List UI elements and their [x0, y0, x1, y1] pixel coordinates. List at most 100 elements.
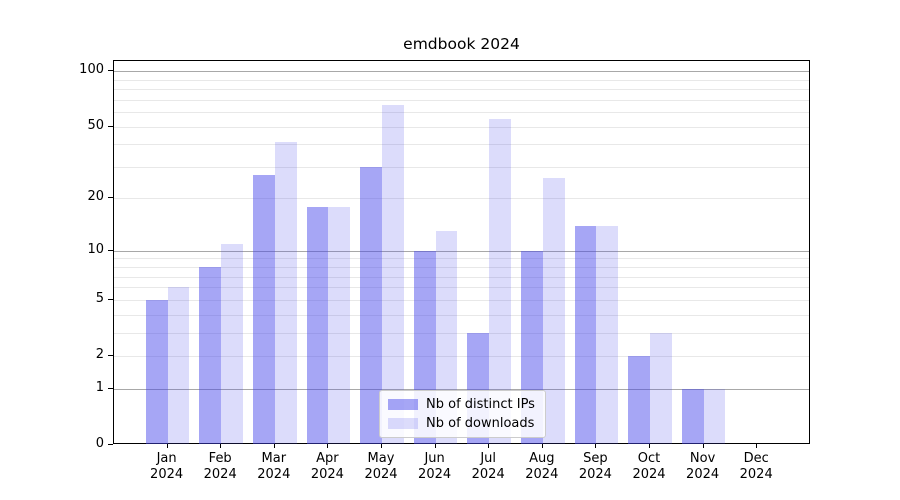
- gridline-minor: [114, 198, 809, 200]
- x-tick-feb: [220, 444, 222, 448]
- x-tick-label-dec: Dec 2024: [726, 451, 786, 482]
- legend-label: Nb of distinct IPs: [426, 397, 535, 412]
- gridline-minor: [114, 299, 809, 301]
- x-tick-jun: [434, 444, 436, 448]
- x-label-year: 2024: [203, 466, 237, 482]
- gridline-minor: [114, 266, 809, 268]
- y-tick-20: [108, 197, 113, 199]
- x-tick-label-may: May 2024: [351, 451, 411, 482]
- x-label-year: 2024: [257, 466, 291, 482]
- bar-nb-of-distinct-ips-oct: [628, 355, 650, 444]
- bar-nb-of-downloads-apr: [328, 206, 351, 444]
- gridline-decade: [114, 71, 809, 73]
- gridline-decade: [114, 388, 809, 390]
- x-label-year: 2024: [310, 466, 344, 482]
- bar-nb-of-downloads-mar: [274, 142, 297, 444]
- bar-nb-of-distinct-ips-apr: [306, 206, 329, 444]
- y-tick-5: [108, 298, 113, 300]
- x-label-year: 2024: [150, 466, 184, 482]
- y-tick-label-10: 10: [87, 241, 104, 257]
- bar-nb-of-downloads-feb: [221, 243, 243, 444]
- y-tick-2: [108, 354, 113, 356]
- gridline-minor: [114, 287, 809, 289]
- y-tick-label-20: 20: [87, 189, 104, 205]
- y-tick-label-1: 1: [95, 379, 104, 395]
- bar-nb-of-distinct-ips-mar: [253, 175, 275, 444]
- bar-nb-of-downloads-jan: [167, 287, 190, 444]
- bar-nb-of-distinct-ips-jan: [145, 299, 168, 444]
- bar-nb-of-downloads-aug: [542, 178, 565, 444]
- x-tick-dec: [756, 444, 758, 448]
- gridline-minor: [114, 166, 809, 168]
- legend-label: Nb of downloads: [426, 416, 535, 431]
- y-tick-0: [108, 443, 113, 445]
- gridline-minor: [114, 314, 809, 316]
- x-label-month: Apr: [316, 451, 339, 466]
- x-tick-label-nov: Nov 2024: [673, 451, 733, 482]
- y-tick-label-0: 0: [95, 435, 104, 451]
- legend-entry-nb-of-distinct-ips: Nb of distinct IPs: [388, 397, 537, 412]
- x-tick-label-aug: Aug 2024: [512, 451, 572, 482]
- gridline-minor: [114, 89, 809, 91]
- x-tick-label-jun: Jun 2024: [405, 451, 465, 482]
- plot-area: [113, 60, 810, 444]
- bar-nb-of-downloads-jul: [489, 119, 511, 444]
- x-tick-sep: [595, 444, 597, 448]
- legend-swatch-icon: [388, 399, 418, 410]
- x-tick-nov: [702, 444, 704, 448]
- y-tick-label-100: 100: [79, 62, 104, 78]
- gridline-minor: [114, 144, 809, 146]
- chart-title: emdbook 2024: [403, 35, 520, 53]
- x-tick-label-mar: Mar 2024: [244, 451, 304, 482]
- x-label-month: May: [367, 451, 395, 466]
- gridline-decade: [114, 250, 809, 252]
- x-tick-apr: [327, 444, 329, 448]
- x-label-year: 2024: [471, 466, 505, 482]
- x-label-year: 2024: [686, 466, 720, 482]
- x-tick-jan: [166, 444, 168, 448]
- y-tick-1: [108, 387, 113, 389]
- x-label-month: Sep: [583, 451, 608, 466]
- gridline-minor: [114, 99, 809, 101]
- x-tick-label-oct: Oct 2024: [619, 451, 679, 482]
- bar-nb-of-downloads-nov: [703, 388, 726, 444]
- x-label-month: Nov: [689, 451, 716, 466]
- y-tick-50: [108, 125, 113, 127]
- x-tick-oct: [649, 444, 650, 448]
- x-label-year: 2024: [364, 466, 398, 482]
- gridline-minor: [114, 112, 809, 114]
- y-tick-label-50: 50: [87, 117, 104, 133]
- x-label-year: 2024: [418, 466, 452, 482]
- y-tick-label-5: 5: [95, 290, 104, 306]
- y-tick-100: [108, 70, 113, 72]
- bar-nb-of-distinct-ips-sep: [574, 225, 597, 444]
- legend: Nb of distinct IPs Nb of downloads: [379, 390, 546, 438]
- gridline-minor: [114, 126, 809, 128]
- y-tick-10: [108, 249, 113, 251]
- x-tick-label-apr: Apr 2024: [297, 451, 357, 482]
- gridline-minor: [114, 258, 809, 260]
- x-label-year: 2024: [632, 466, 666, 482]
- x-label-month: Dec: [743, 451, 769, 466]
- legend-entry-nb-of-downloads: Nb of downloads: [388, 416, 537, 431]
- x-tick-aug: [541, 444, 543, 448]
- gridline-minor: [114, 276, 809, 278]
- x-tick-jul: [488, 444, 490, 448]
- bar-nb-of-distinct-ips-nov: [681, 388, 704, 444]
- y-tick-label-2: 2: [95, 346, 104, 362]
- x-label-year: 2024: [739, 466, 773, 482]
- x-tick-label-feb: Feb 2024: [190, 451, 250, 482]
- x-label-month: Oct: [637, 451, 661, 466]
- x-label-month: Feb: [208, 451, 232, 466]
- legend-swatch-icon: [388, 418, 418, 429]
- x-tick-label-sep: Sep 2024: [565, 451, 625, 482]
- x-label-month: Jun: [424, 451, 445, 466]
- x-tick-may: [381, 444, 382, 448]
- bar-nb-of-distinct-ips-feb: [199, 266, 222, 444]
- x-label-year: 2024: [525, 466, 559, 482]
- x-label-month: Aug: [529, 451, 555, 466]
- x-label-month: Jul: [480, 451, 497, 466]
- gridline-minor: [114, 79, 809, 81]
- bar-nb-of-downloads-may: [382, 104, 404, 444]
